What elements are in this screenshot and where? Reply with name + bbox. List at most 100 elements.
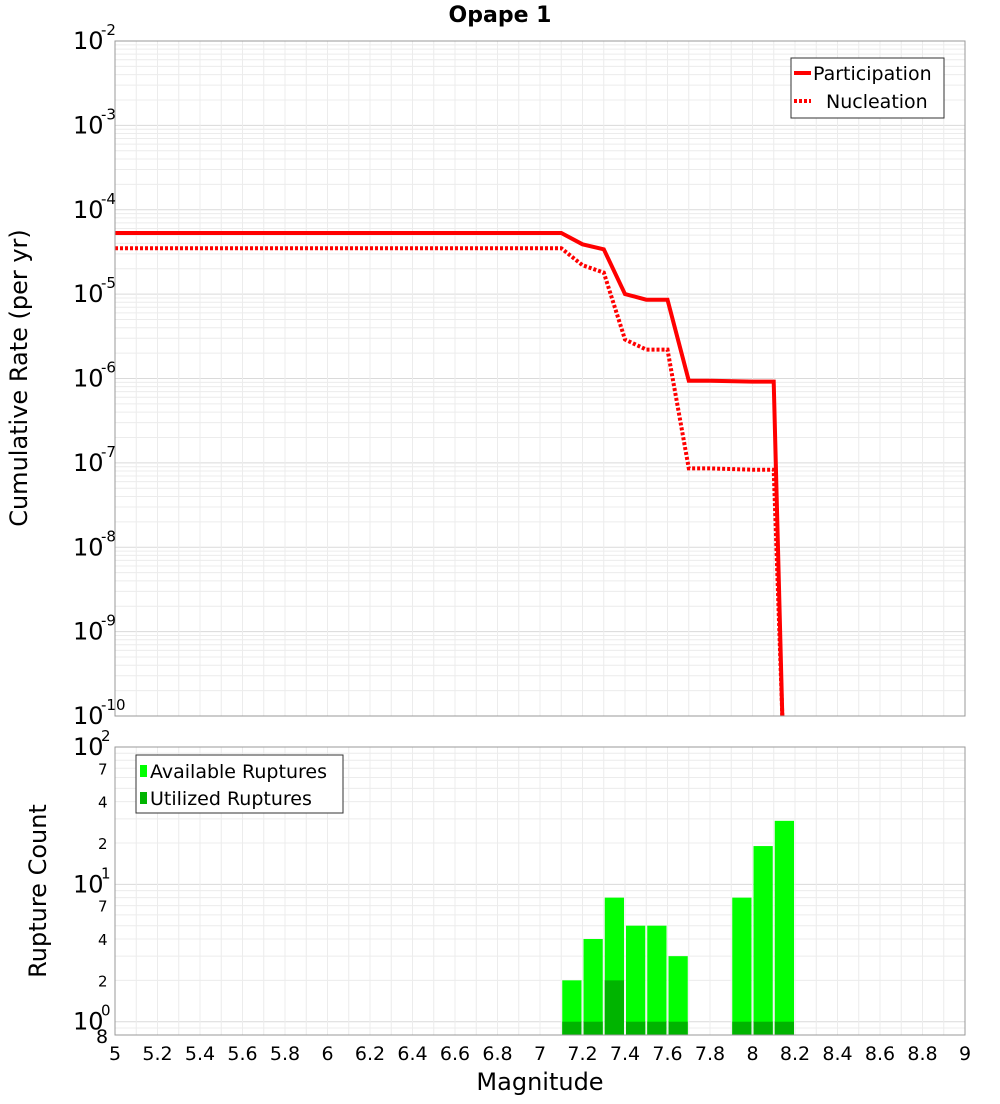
x-tick-label: 5.4 — [185, 1043, 215, 1065]
legend-bottom-box — [135, 754, 344, 814]
available-bar — [562, 980, 582, 1035]
y-minor-tick-label: 4 — [98, 794, 108, 812]
legend-swatch-available — [140, 765, 147, 777]
legend-label-available: Available Ruptures — [150, 761, 327, 783]
available-bar — [774, 820, 794, 1035]
y-tick-exponent: -9 — [101, 612, 116, 630]
y-tick-label-bottom: 100 — [73, 1002, 111, 1036]
x-tick-label: 6.2 — [355, 1043, 385, 1065]
y-tick-exponent: -4 — [101, 190, 116, 208]
y-tick-exponent: 0 — [101, 1002, 111, 1020]
y-tick-label: 10-4 — [73, 190, 116, 224]
utilized-bar — [732, 1021, 752, 1035]
y-tick-base: 10 — [73, 1008, 104, 1036]
x-tick-label: 6.4 — [397, 1043, 427, 1065]
x-tick-label: 7.2 — [567, 1043, 597, 1065]
y-tick-label: 10-2 — [73, 21, 116, 55]
y-minor-tick-label: 7 — [98, 760, 108, 778]
x-tick-label: 8.8 — [907, 1043, 937, 1065]
x-tick-label: 5.6 — [227, 1043, 257, 1065]
x-tick-label: 8 — [746, 1043, 758, 1065]
series-line-nucleation — [115, 246, 785, 717]
utilized-bar — [583, 1021, 603, 1035]
utilized-bar — [562, 1021, 582, 1035]
series-line-participation — [115, 231, 785, 717]
utilized-bar — [604, 980, 624, 1035]
legend-top-box — [790, 57, 945, 119]
top-plot-border — [114, 40, 966, 717]
utilized-bar — [668, 1021, 688, 1035]
x-tick-label: 6 — [321, 1043, 333, 1065]
y-tick-base: 10 — [73, 111, 104, 139]
x-tick-label: 5.2 — [142, 1043, 172, 1065]
y-tick-label: 10-6 — [73, 359, 116, 393]
y-tick-base: 10 — [73, 533, 104, 561]
utilized-bar — [647, 1021, 667, 1035]
legend-label-utilized: Utilized Ruptures — [150, 788, 312, 810]
available-bar — [583, 939, 603, 1035]
y-tick-label: 10-10 — [73, 696, 126, 730]
available-bar — [626, 925, 646, 1035]
y-minor-tick-label: 8 — [96, 1026, 108, 1048]
y-tick-exponent: -10 — [101, 696, 126, 714]
y-tick-base: 10 — [73, 618, 104, 646]
x-tick-label: 7 — [534, 1043, 546, 1065]
x-axis-label: Magnitude — [476, 1068, 603, 1096]
y-minor-tick-label: 7 — [98, 898, 108, 916]
y-minor-tick-label: 4 — [98, 931, 108, 949]
available-bar — [732, 897, 752, 1035]
x-tick-label: 8.6 — [865, 1043, 895, 1065]
y-tick-label: 10-3 — [73, 105, 116, 139]
available-bar — [668, 956, 688, 1035]
legend-label-participation: Participation — [813, 63, 932, 85]
y-tick-label: 10-7 — [73, 443, 116, 477]
y-tick-label: 10-5 — [73, 274, 116, 308]
available-bar — [753, 846, 773, 1035]
y-tick-label: 10-9 — [73, 612, 116, 646]
bottom-plot-border — [114, 746, 966, 1036]
y-tick-base: 10 — [73, 196, 104, 224]
x-tick-label: 6.8 — [482, 1043, 512, 1065]
x-tick-label: 5 — [109, 1043, 121, 1065]
y-tick-base: 10 — [73, 27, 104, 55]
y-tick-exponent: 1 — [101, 864, 111, 882]
top-grid — [114, 41, 966, 717]
x-tick-label: 8.2 — [780, 1043, 810, 1065]
available-bar — [647, 925, 667, 1035]
x-tick-label: 7.6 — [652, 1043, 682, 1065]
y-tick-label-bottom: 101 — [73, 864, 111, 898]
y-tick-exponent: -5 — [101, 274, 116, 292]
legend-swatch-utilized — [140, 792, 147, 804]
y-minor-tick-label: 2 — [98, 835, 108, 853]
y-tick-exponent: -7 — [101, 443, 116, 461]
y-tick-exponent: -3 — [101, 105, 116, 123]
chart-title: Opape 1 — [449, 3, 552, 28]
x-tick-label: 9 — [959, 1043, 971, 1065]
x-tick-label: 6.6 — [440, 1043, 470, 1065]
x-tick-label: 8.4 — [822, 1043, 852, 1065]
y-tick-base: 10 — [73, 733, 104, 761]
y-tick-exponent: -8 — [101, 527, 116, 545]
x-tick-label: 7.4 — [610, 1043, 640, 1065]
utilized-bar — [774, 1021, 794, 1035]
y-tick-base: 10 — [73, 365, 104, 393]
y-axis-label-bottom: Rupture Count — [24, 804, 52, 978]
x-tick-label: 5.8 — [270, 1043, 300, 1065]
y-minor-tick-label: 2 — [98, 972, 108, 990]
y-tick-label-bottom: 102 — [73, 727, 111, 761]
utilized-bar — [626, 1021, 646, 1035]
y-axis-label-top: Cumulative Rate (per yr) — [5, 229, 33, 527]
y-tick-base: 10 — [73, 449, 104, 477]
y-tick-base: 10 — [73, 870, 104, 898]
legend-label-nucleation: Nucleation — [826, 91, 928, 113]
y-tick-exponent: -2 — [101, 21, 116, 39]
y-tick-base: 10 — [73, 280, 104, 308]
y-tick-exponent: 2 — [101, 727, 111, 745]
utilized-bar — [753, 1021, 773, 1035]
y-tick-label: 10-8 — [73, 527, 116, 561]
y-tick-exponent: -6 — [101, 359, 116, 377]
x-tick-label: 7.8 — [695, 1043, 725, 1065]
y-tick-base: 10 — [73, 702, 104, 730]
